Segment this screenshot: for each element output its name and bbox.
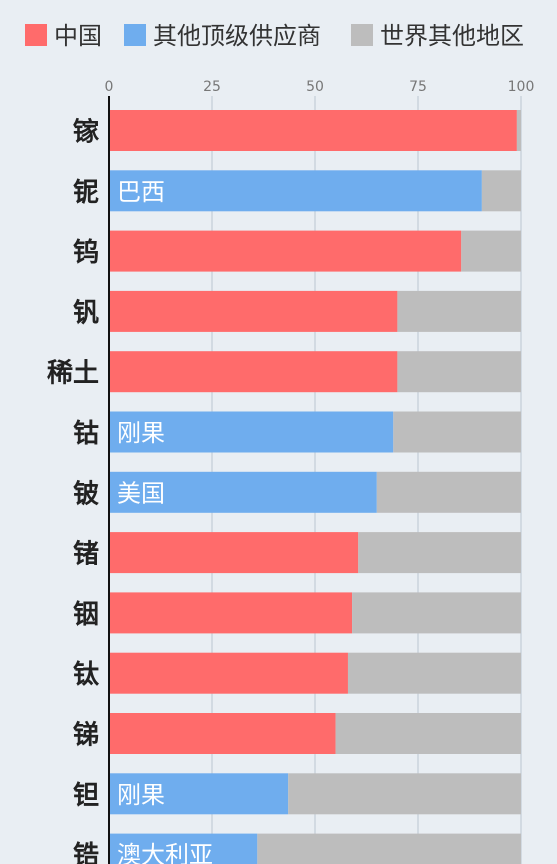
legend-swatch-0: [25, 24, 47, 46]
legend-label-2: 世界其他地区: [380, 22, 524, 50]
category-label-12: 锆: [73, 841, 99, 864]
bar-label-6: 美国: [117, 479, 165, 507]
bar-rest-9: [347, 652, 521, 694]
bar-rest-5: [393, 411, 521, 453]
bar-top-8: [109, 592, 353, 634]
bar-top-7: [109, 532, 359, 574]
category-label-6: 铍: [73, 479, 99, 509]
category-label-8: 铟: [73, 600, 99, 630]
bar-label-5: 刚果: [117, 419, 165, 447]
bar-rest-12: [257, 833, 521, 864]
category-label-2: 钨: [73, 238, 99, 268]
bar-rest-8: [352, 592, 521, 634]
bar-rest-3: [397, 290, 521, 332]
bar-label-12: 澳大利亚: [117, 841, 213, 864]
category-label-11: 钽: [73, 781, 99, 811]
tick-label-75: 75: [409, 79, 427, 95]
bar-top-6: [109, 471, 377, 513]
bar-rest-4: [397, 351, 521, 393]
category-label-3: 钒: [73, 298, 99, 328]
bar-top-10: [109, 713, 336, 754]
tick-label-25: 25: [203, 79, 221, 95]
bar-label-1: 巴西: [117, 178, 165, 206]
bar-top-12: [109, 833, 258, 864]
bar-rest-10: [335, 713, 521, 754]
legend-label-1: 其他顶级供应商: [153, 22, 321, 50]
category-label-0: 镓: [73, 117, 100, 148]
category-label-4: 稀土: [47, 359, 99, 389]
category-label-10: 锑: [73, 721, 99, 751]
bar-top-9: [109, 652, 348, 694]
legend-label-0: 中国: [54, 22, 102, 50]
bar-top-4: [109, 351, 398, 393]
bar-top-5: [109, 411, 394, 453]
bar-rest-7: [358, 532, 521, 574]
tick-label-100: 100: [508, 79, 535, 95]
category-label-9: 钛: [73, 660, 100, 690]
bar-top-1: [109, 170, 482, 212]
bar-rest-11: [288, 773, 521, 815]
bar-top-0: [109, 110, 517, 151]
bar-top-2: [109, 230, 462, 272]
x-axis-ticks: 0 25 50 75 100: [105, 79, 535, 95]
bar-rest-2: [461, 230, 521, 272]
bar-rest-1: [481, 170, 521, 212]
category-label-1: 铌: [73, 178, 99, 208]
bar-label-11: 刚果: [117, 781, 165, 809]
bar-top-11: [109, 773, 289, 815]
category-label-7: 锗: [73, 540, 99, 570]
bar-rest-0: [516, 110, 521, 151]
tick-label-50: 50: [306, 79, 324, 95]
bar-rest-6: [376, 471, 521, 513]
tick-label-0: 0: [105, 79, 114, 95]
bar-top-3: [109, 290, 398, 332]
category-label-5: 钴: [73, 418, 99, 449]
legend: 中国 其他顶级供应商 世界其他地区: [25, 22, 524, 50]
legend-swatch-2: [351, 24, 373, 46]
legend-swatch-1: [124, 24, 146, 46]
